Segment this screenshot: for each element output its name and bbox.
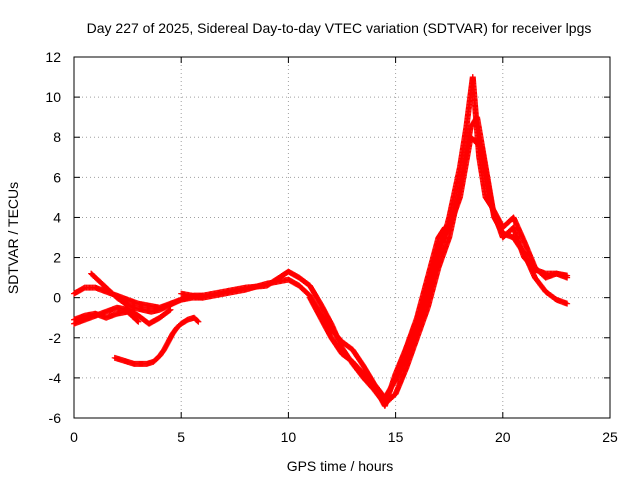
y-tick-label: 2 (53, 250, 61, 266)
y-tick-label: -4 (49, 370, 62, 386)
y-tick-label: 4 (53, 209, 61, 225)
y-tick-label: 8 (53, 129, 61, 145)
x-axis-label: GPS time / hours (287, 458, 394, 474)
series-trace-lower-b (71, 308, 142, 325)
x-tick-labels: 0 5 10 15 20 25 (70, 429, 618, 445)
grid (74, 57, 610, 418)
data-point (166, 307, 173, 314)
x-tick-label: 20 (495, 429, 511, 445)
x-tick-label: 5 (177, 429, 185, 445)
tick-marks (73, 56, 611, 419)
series-trace-upper-b (88, 270, 206, 315)
data-point (564, 300, 571, 307)
data-point (134, 317, 141, 324)
y-axis-label: SDTVAR / TECUs (5, 182, 21, 294)
series-trace-bowl (111, 314, 202, 367)
y-tick-label: -2 (49, 330, 62, 346)
x-tick-label: 25 (602, 429, 618, 445)
chart-title: Day 227 of 2025, Sidereal Day-to-day VTE… (87, 20, 592, 36)
data-point (135, 318, 142, 325)
data-markers (71, 74, 571, 409)
y-tick-label: 0 (53, 290, 61, 306)
data-point (167, 306, 174, 313)
data-point (441, 224, 448, 231)
x-tick-label: 10 (281, 429, 297, 445)
data-point (194, 317, 201, 324)
y-tick-label: 10 (45, 89, 61, 105)
data-point (441, 225, 448, 232)
plot-frame (73, 56, 611, 419)
y-tick-label: -6 (49, 410, 62, 426)
x-tick-label: 0 (70, 429, 78, 445)
data-point (564, 274, 571, 281)
x-tick-label: 15 (388, 429, 404, 445)
y-tick-label: 6 (53, 169, 61, 185)
data-point (195, 318, 202, 325)
y-tick-label: 12 (45, 49, 61, 65)
y-tick-labels: -6 -4 -2 0 2 4 6 8 10 12 (45, 49, 61, 426)
series-trace-spike-side (403, 224, 448, 351)
